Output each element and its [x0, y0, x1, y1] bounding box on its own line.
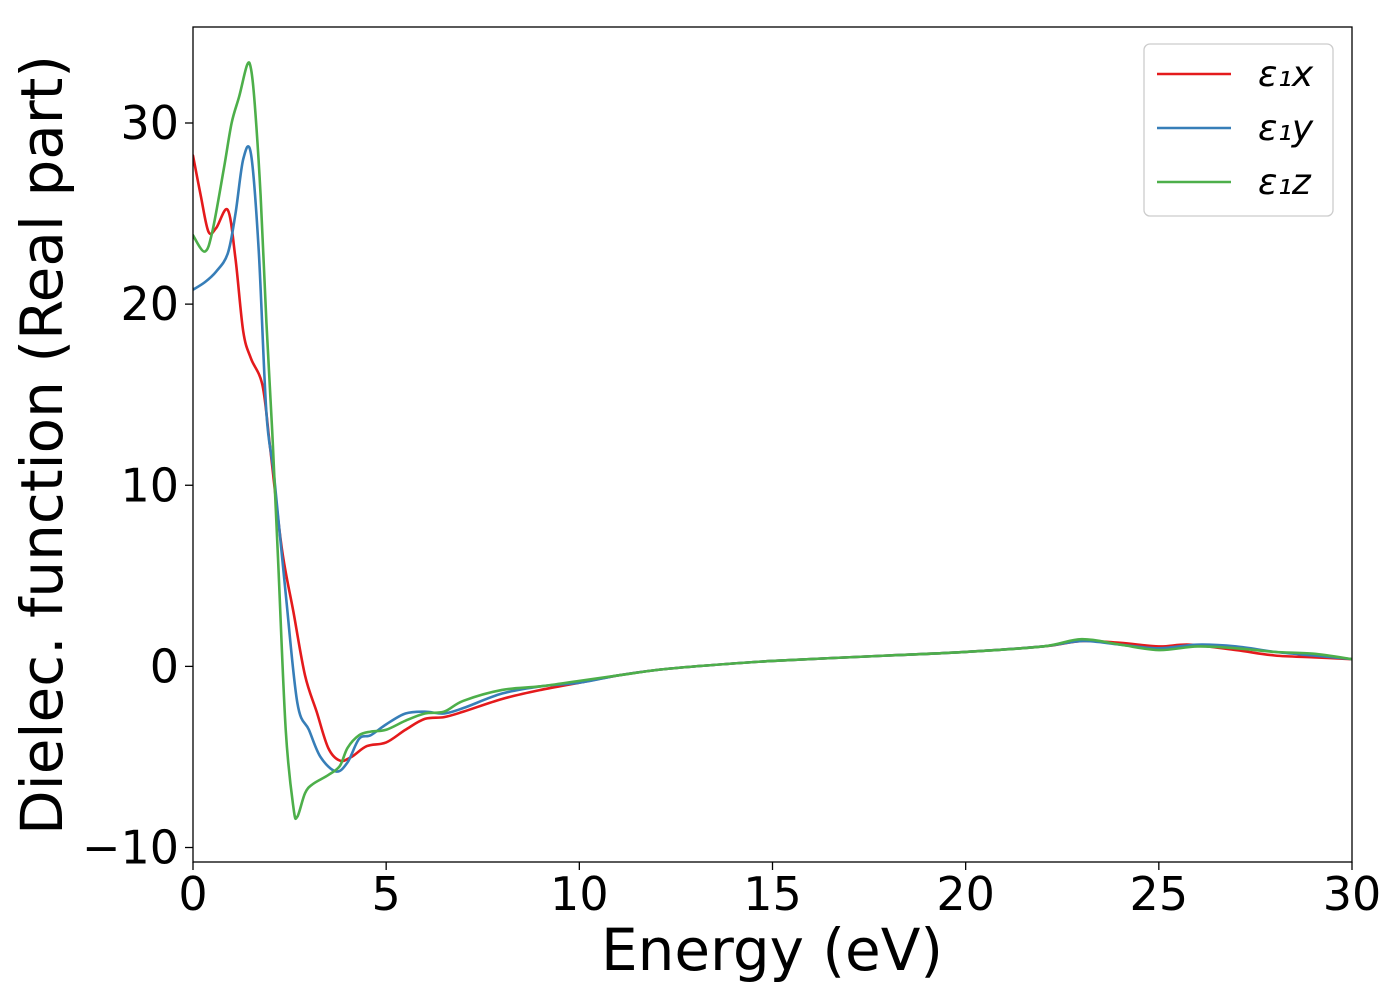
y-axis-ticks: −10 0 10 20 30	[82, 96, 193, 875]
x-tick-label: 5	[372, 867, 401, 921]
x-tick-label: 0	[178, 867, 207, 921]
series-line-1	[193, 144, 1352, 773]
x-axis-ticks: 0 5 10 15 20 25 30	[178, 862, 1381, 921]
x-tick-label: 10	[550, 867, 609, 921]
y-tick-label: 30	[120, 96, 179, 150]
x-axis-label: Energy (eV)	[601, 916, 943, 984]
y-axis-label: Dielec. function (Real part)	[8, 55, 76, 835]
series-line-2	[193, 61, 1352, 821]
y-tick-label: 20	[120, 277, 179, 331]
series-layer	[193, 61, 1352, 821]
y-tick-label: 0	[150, 639, 179, 693]
legend-label-0: ε₁x	[1258, 54, 1314, 95]
legend-entries: ε₁x ε₁y ε₁z	[1157, 54, 1314, 203]
legend-label-1: ε₁y	[1258, 108, 1314, 149]
y-tick-label: −10	[82, 821, 179, 875]
x-tick-label: 15	[743, 867, 802, 921]
legend: ε₁x ε₁y ε₁z	[1143, 43, 1334, 217]
legend-box	[1143, 43, 1334, 217]
legend-label-2: ε₁z	[1258, 162, 1312, 203]
y-tick-label: 10	[120, 458, 179, 512]
x-tick-label: 30	[1323, 867, 1382, 921]
x-tick-label: 25	[1130, 867, 1189, 921]
x-tick-label: 20	[936, 867, 995, 921]
